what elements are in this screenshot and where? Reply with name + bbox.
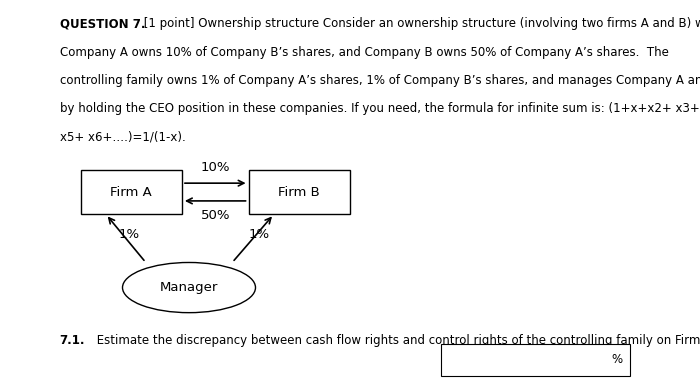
Text: controlling family owns 1% of Company A’s shares, 1% of Company B’s shares, and : controlling family owns 1% of Company A’…: [60, 74, 700, 87]
Text: Firm B: Firm B: [279, 186, 320, 198]
Text: %: %: [612, 354, 623, 366]
Text: 50%: 50%: [200, 209, 230, 222]
Text: 1%: 1%: [119, 228, 140, 241]
Text: x5+ x6+….)=1/(1-x).: x5+ x6+….)=1/(1-x).: [60, 130, 186, 143]
FancyBboxPatch shape: [80, 170, 182, 214]
Text: Firm A: Firm A: [111, 186, 152, 198]
Text: Estimate the discrepancy between cash flow rights and control rights of the cont: Estimate the discrepancy between cash fl…: [93, 334, 700, 347]
FancyBboxPatch shape: [248, 170, 350, 214]
FancyBboxPatch shape: [441, 344, 630, 376]
Ellipse shape: [122, 262, 256, 313]
Text: 7.1.: 7.1.: [60, 334, 85, 347]
Text: 10%: 10%: [200, 161, 230, 174]
Text: Company A owns 10% of Company B’s shares, and Company B owns 50% of Company A’s : Company A owns 10% of Company B’s shares…: [60, 46, 668, 59]
Text: Manager: Manager: [160, 281, 218, 294]
Text: 1%: 1%: [248, 228, 270, 241]
Text: QUESTION 7.: QUESTION 7.: [60, 17, 145, 30]
Text: [1 point] Ownership structure Consider an ownership structure (involving two fir: [1 point] Ownership structure Consider a…: [140, 17, 700, 30]
Text: by holding the CEO position in these companies. If you need, the formula for inf: by holding the CEO position in these com…: [60, 102, 700, 115]
